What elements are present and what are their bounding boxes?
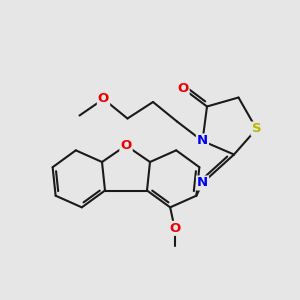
- Text: S: S: [252, 122, 261, 136]
- Text: O: O: [177, 82, 189, 95]
- Text: O: O: [120, 139, 132, 152]
- Text: N: N: [197, 176, 208, 190]
- Text: N: N: [197, 134, 208, 148]
- Text: O: O: [169, 222, 180, 235]
- Text: O: O: [98, 92, 109, 106]
